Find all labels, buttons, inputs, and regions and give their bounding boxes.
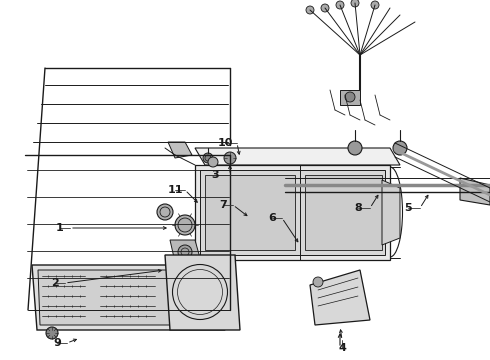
Text: 7: 7 xyxy=(219,200,227,210)
Circle shape xyxy=(46,327,58,339)
Circle shape xyxy=(348,141,362,155)
Circle shape xyxy=(157,204,173,220)
Polygon shape xyxy=(168,142,192,158)
Text: 4: 4 xyxy=(338,343,346,353)
Circle shape xyxy=(351,0,359,7)
Circle shape xyxy=(336,1,344,9)
Text: 6: 6 xyxy=(268,213,276,223)
Circle shape xyxy=(313,277,323,287)
Polygon shape xyxy=(32,265,225,330)
Polygon shape xyxy=(195,148,400,165)
Polygon shape xyxy=(195,165,390,260)
Polygon shape xyxy=(310,270,370,325)
Text: 9: 9 xyxy=(53,338,61,348)
Text: 11: 11 xyxy=(167,185,183,195)
Circle shape xyxy=(321,4,329,12)
Text: 5: 5 xyxy=(404,203,412,213)
Circle shape xyxy=(306,6,314,14)
Polygon shape xyxy=(340,90,360,105)
Circle shape xyxy=(371,1,379,9)
Polygon shape xyxy=(205,175,295,250)
Polygon shape xyxy=(200,170,385,255)
Text: 2: 2 xyxy=(51,278,59,288)
Polygon shape xyxy=(38,270,218,325)
Polygon shape xyxy=(460,178,490,205)
Polygon shape xyxy=(170,240,200,262)
Polygon shape xyxy=(305,175,382,250)
Text: 3: 3 xyxy=(211,170,219,180)
Circle shape xyxy=(224,152,236,164)
Circle shape xyxy=(203,153,213,163)
Circle shape xyxy=(178,245,192,259)
Circle shape xyxy=(345,92,355,102)
Circle shape xyxy=(208,157,218,167)
Circle shape xyxy=(175,215,195,235)
Polygon shape xyxy=(382,180,400,245)
Polygon shape xyxy=(165,255,240,330)
Text: 1: 1 xyxy=(56,223,64,233)
Text: 8: 8 xyxy=(354,203,362,213)
Circle shape xyxy=(393,141,407,155)
Text: 10: 10 xyxy=(217,138,233,148)
